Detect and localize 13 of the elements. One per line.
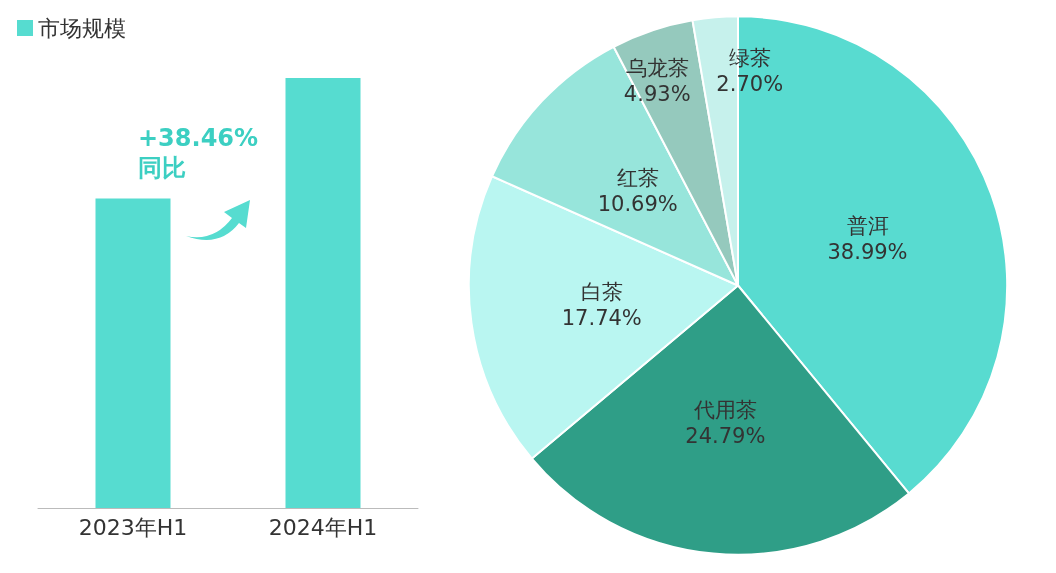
data-label: 38.99% xyxy=(827,240,908,265)
slice-label: 普洱 xyxy=(846,214,889,239)
slice-label: 红茶 xyxy=(616,166,659,191)
data-label: 17.74% xyxy=(561,305,642,330)
slice-label: 白茶 xyxy=(580,279,623,304)
data-label: 10.69% xyxy=(597,192,678,217)
slice-label: 乌龙茶 xyxy=(625,56,689,81)
x-tick-label: 2023年H1 xyxy=(78,514,188,540)
x-tick-label: 2024年H1 xyxy=(268,514,378,540)
annotation: +38.46% 同比 xyxy=(138,124,259,182)
legend-label: 市场规模 xyxy=(38,15,126,41)
data-label: 24.79% xyxy=(685,423,766,448)
slice-label: 代用茶 xyxy=(692,397,757,422)
